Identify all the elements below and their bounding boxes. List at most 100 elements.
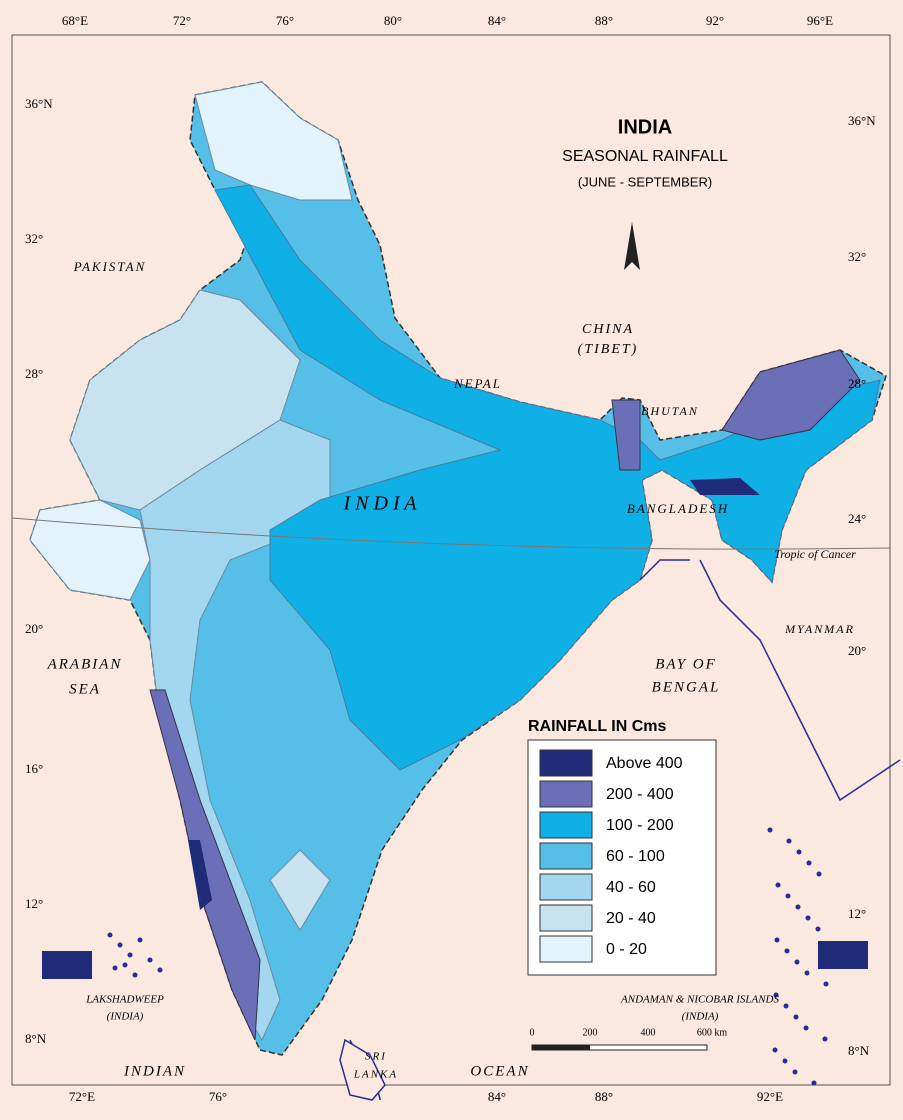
- latitude-label: 20°: [848, 643, 866, 658]
- longitude-label: 68°E: [62, 13, 88, 28]
- island: [767, 827, 773, 833]
- latitude-label: 28°: [848, 376, 866, 391]
- latitude-label: 36°N: [848, 113, 876, 128]
- sri-lanka: [339, 1038, 386, 1101]
- map-subtitle: SEASONAL RAINFALL: [562, 148, 728, 165]
- longitude-label: 96°E: [807, 13, 833, 28]
- place-label: SRI: [365, 1051, 387, 1063]
- place-label: (INDIA): [107, 1011, 144, 1023]
- longitude-label: 92°E: [757, 1089, 783, 1104]
- map-period: (JUNE - SEPTEMBER): [578, 174, 712, 189]
- island: [795, 904, 801, 910]
- island: [804, 970, 810, 976]
- island: [792, 1069, 798, 1075]
- island: [822, 1036, 828, 1042]
- island: [796, 849, 802, 855]
- island: [122, 962, 128, 968]
- scale-bar-fill: [532, 1045, 590, 1050]
- latitude-label: 24°: [848, 511, 866, 526]
- inset-box: [818, 941, 868, 969]
- latitude-label: 32°: [848, 249, 866, 264]
- island: [775, 882, 781, 888]
- longitude-label: 88°: [595, 1089, 613, 1104]
- island: [816, 871, 822, 877]
- place-label: PAKISTAN: [73, 259, 147, 274]
- island: [811, 1080, 817, 1086]
- place-label: BAY OF: [655, 656, 717, 672]
- latitude-label: 16°: [25, 761, 43, 776]
- place-label: ANDAMAN & NICOBAR ISLANDS: [620, 994, 779, 1006]
- latitude-label: 8°N: [848, 1043, 870, 1058]
- legend-swatch: [539, 873, 593, 901]
- island: [782, 1058, 788, 1064]
- longitude-label: 84°: [488, 1089, 506, 1104]
- legend-label: Above 400: [606, 755, 683, 772]
- tropic-line: [11, 517, 891, 550]
- legend-swatch: [539, 780, 593, 808]
- legend-label: 20 - 40: [606, 910, 656, 927]
- longitude-label: 80°: [384, 13, 402, 28]
- legend-swatch: [539, 749, 593, 777]
- place-label: BANGLADESH: [627, 501, 729, 516]
- north-arrow: [624, 222, 640, 270]
- legend-label: 200 - 400: [606, 786, 674, 803]
- island: [794, 959, 800, 965]
- island: [785, 893, 791, 899]
- place-label: INDIAN: [123, 1063, 186, 1079]
- longitude-label: 88°: [595, 13, 613, 28]
- place-label: LANKA: [353, 1069, 398, 1081]
- longitude-label: 76°: [209, 1089, 227, 1104]
- place-label: LAKSHADWEEP: [85, 994, 164, 1006]
- legend-label: 100 - 200: [606, 817, 674, 834]
- place-label: OCEAN: [470, 1063, 529, 1079]
- island: [786, 838, 792, 844]
- longitude-label: 76°: [276, 13, 294, 28]
- island: [117, 942, 123, 948]
- legend-swatch: [539, 842, 593, 870]
- longitude-label: 72°: [173, 13, 191, 28]
- place-label: BHUTAN: [641, 404, 699, 418]
- longitude-label: 72°E: [69, 1089, 95, 1104]
- place-label: (INDIA): [682, 1011, 719, 1023]
- place-label: Tropic of Cancer: [774, 547, 856, 561]
- scale-label: 0: [530, 1027, 535, 1038]
- legend-swatch: [539, 811, 593, 839]
- legend-label: 0 - 20: [606, 941, 647, 958]
- island: [132, 972, 138, 978]
- island: [112, 965, 118, 971]
- zone-100-200: [214, 184, 881, 771]
- longitude-label: 92°: [706, 13, 724, 28]
- legend: [527, 739, 717, 976]
- legend-title: RAINFALL IN Cms: [528, 718, 666, 735]
- island: [806, 860, 812, 866]
- legend-label: 60 - 100: [606, 848, 665, 865]
- island: [784, 948, 790, 954]
- island: [127, 952, 133, 958]
- place-label: SEA: [69, 681, 101, 697]
- legend-label: 40 - 60: [606, 879, 656, 896]
- place-label: CHINA: [582, 322, 634, 337]
- latitude-label: 28°: [25, 366, 43, 381]
- zone-20-40: [69, 289, 331, 931]
- island: [107, 932, 113, 938]
- inset-box: [42, 951, 92, 979]
- place-label: BENGAL: [652, 679, 721, 695]
- scale-label: 200: [583, 1027, 598, 1038]
- scale-label: 600 km: [697, 1027, 728, 1038]
- place-label: MYANMAR: [784, 622, 855, 636]
- longitude-label: 84°: [488, 13, 506, 28]
- latitude-label: 20°: [25, 621, 43, 636]
- place-label: ARABIAN: [47, 656, 123, 672]
- island: [823, 981, 829, 987]
- zone-0-20: [29, 81, 353, 601]
- island: [137, 937, 143, 943]
- latitude-label: 8°N: [25, 1031, 47, 1046]
- place-label: I N D I A: [343, 493, 418, 515]
- place-label: NEPAL: [453, 376, 502, 391]
- place-label: (TIBET): [578, 342, 639, 357]
- latitude-label: 12°: [848, 906, 866, 921]
- island: [147, 957, 153, 963]
- island: [783, 1003, 789, 1009]
- latitude-label: 12°: [25, 896, 43, 911]
